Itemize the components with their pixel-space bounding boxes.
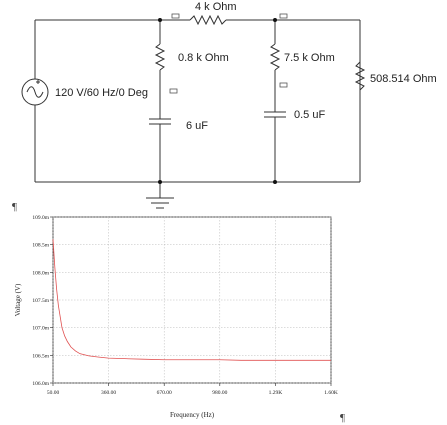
y-tick-label: 107.0m	[32, 326, 49, 332]
x-tick-label: 1.60K	[324, 390, 338, 396]
pilcrow-mark: ¶	[340, 412, 345, 424]
label-capacitor-left: 6 uF	[186, 120, 208, 132]
y-tick-label: 106.5m	[32, 353, 49, 359]
y-tick-label: 109.0m	[32, 215, 49, 221]
resistor-far-right	[354, 61, 366, 91]
label-ac-source: 120 V/60 Hz/0 Deg	[55, 87, 148, 99]
label-capacitor-right: 0.5 uF	[294, 109, 325, 121]
probe-marker	[169, 88, 178, 94]
x-tick-label: 980.00	[212, 390, 227, 396]
y-axis-label: Voltage (V)	[14, 283, 22, 316]
label-resistor-mid-right: 7.5 k Ohm	[284, 52, 335, 64]
probe-marker	[171, 13, 180, 19]
junction-dot	[273, 180, 277, 184]
label-resistor-mid-left: 0.8 k Ohm	[178, 52, 229, 64]
junction-dots	[158, 18, 277, 184]
series-line-voltage	[52, 239, 331, 361]
grid-lines	[52, 216, 332, 384]
ac-source-wave	[26, 86, 44, 98]
y-tick-label: 106.0m	[32, 381, 49, 387]
circuit-schematic	[21, 14, 366, 209]
x-tick-label: 1.29K	[269, 390, 283, 396]
junction-dot	[273, 18, 277, 22]
frequency-response-chart: 50.00 360.00 670.00 980.00 1.29K 1.60K 106.0m…	[14, 215, 338, 419]
label-resistor-top: 4 k Ohm	[195, 1, 237, 13]
y-tick-label: 107.5m	[32, 298, 49, 304]
y-tick-label: 108.0m	[32, 270, 49, 276]
probe-marker	[279, 82, 288, 88]
x-axis-label: Frequency (Hz)	[170, 411, 215, 419]
x-axis-ticks: 50.00 360.00 670.00 980.00 1.29K 1.60K	[47, 383, 338, 396]
junction-dot	[158, 180, 162, 184]
x-tick-label: 360.00	[101, 390, 116, 396]
y-axis-ticks: 106.0m 106.5m 107.0m 107.5m 108.0m 108.5m 109.…	[32, 215, 53, 387]
x-tick-label: 670.00	[157, 390, 172, 396]
label-resistor-far-right: 508.514 Ohm	[370, 73, 437, 85]
y-tick-label: 108.5m	[32, 243, 49, 249]
x-tick-label: 50.00	[47, 390, 60, 396]
resistor-mid-right	[269, 43, 281, 71]
resistor-mid-left	[154, 43, 166, 71]
probe-markers	[169, 13, 288, 94]
junction-dot	[158, 18, 162, 22]
pilcrow-mark: ¶	[12, 201, 17, 213]
resistor-top	[189, 14, 227, 26]
probe-marker	[279, 13, 288, 19]
